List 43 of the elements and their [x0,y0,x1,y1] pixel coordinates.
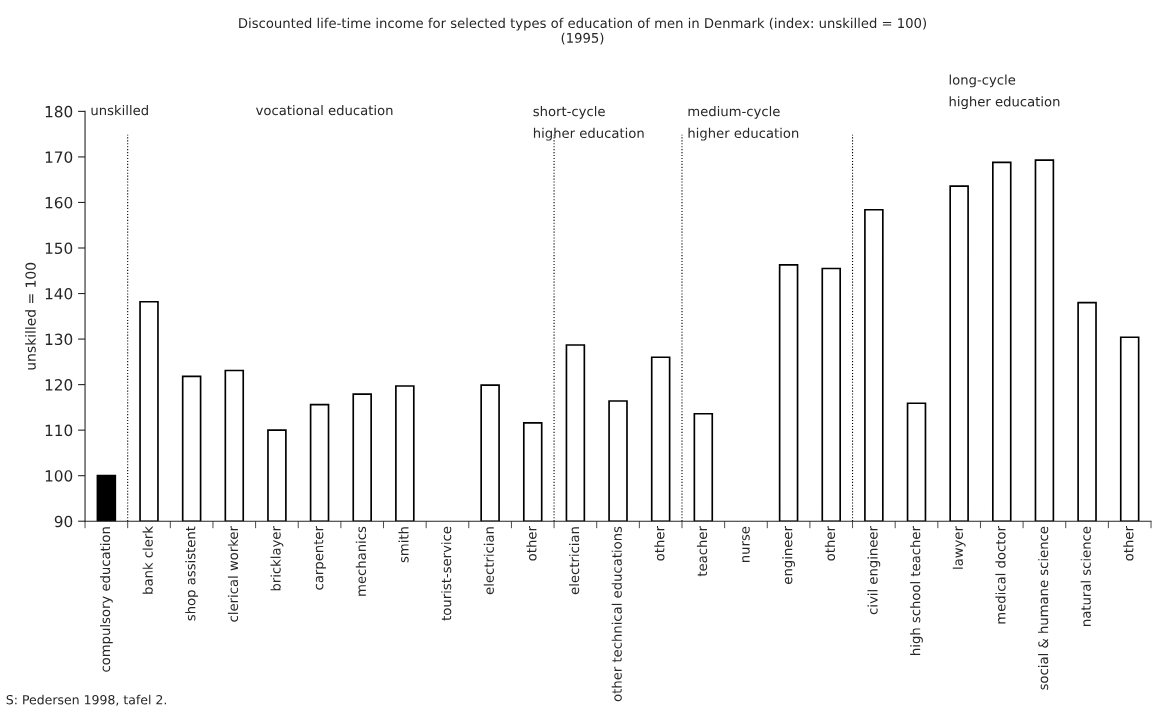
y-tick-label: 100 [45,470,73,482]
x-tick-label: bricklayer [270,526,284,591]
annotation: medium-cycle higher education [688,106,799,141]
annotation: vocational education [255,105,393,116]
x-tick-label: civil engineer [867,526,881,615]
chart-title: Discounted life-time income for selected types of education of men in Denmark (index: unskilled = 100) (1995) [239,17,926,45]
x-tick-label: carpenter [313,526,326,590]
x-tick-label: tourist-service [441,526,452,621]
x-tick-label: compulsory education [99,527,113,672]
y-tick-label: 110 [45,424,73,437]
y-tick-label: 120 [45,379,73,391]
x-tick-label: engineer [782,526,795,584]
x-tick-label: other [526,526,537,561]
text: long-cycle higher education [949,74,1060,110]
y-tick-label: 140 [45,288,73,300]
x-tick-label: high school teacher [910,526,923,655]
y-tick-label: 130 [45,333,73,346]
y-axis-title: unskilled = 100 [25,262,36,370]
x-tick-label: nurse [742,526,750,563]
x-tick-label: teacher [696,526,708,577]
x-tick-label: smith [398,527,409,563]
text: S: Pedersen 1998, tafel 2. [6,694,167,706]
annotation: unskilled [91,105,148,116]
y-tick-label: 180 [45,105,73,118]
x-tick-label: lawyer [952,526,966,569]
y-tick-label: 170 [45,151,73,163]
x-tick-label: natural science [1080,526,1091,626]
x-tick-label: other technical educations [611,526,622,702]
annotation: short-cycle higher education [533,106,644,141]
x-tick-label: electrician [483,527,494,595]
x-tick-label: other [1123,526,1134,561]
x-tick-label: mechanics [355,526,367,596]
y-tick-label: 160 [45,196,73,209]
y-tick-label: 150 [45,242,73,255]
x-tick-label: clerical worker [227,526,239,622]
x-tick-label: other [824,526,836,561]
x-tick-label: electrician [569,527,580,595]
x-tick-label: other [654,526,665,561]
x-tick-label: social & humane science [1038,526,1049,690]
x-tick-label: medical doctor [995,526,1006,624]
y-tick-label: 90 [54,515,73,528]
x-tick-label: shop assistent [185,526,199,621]
x-tick-label: bank clerk [142,526,153,594]
